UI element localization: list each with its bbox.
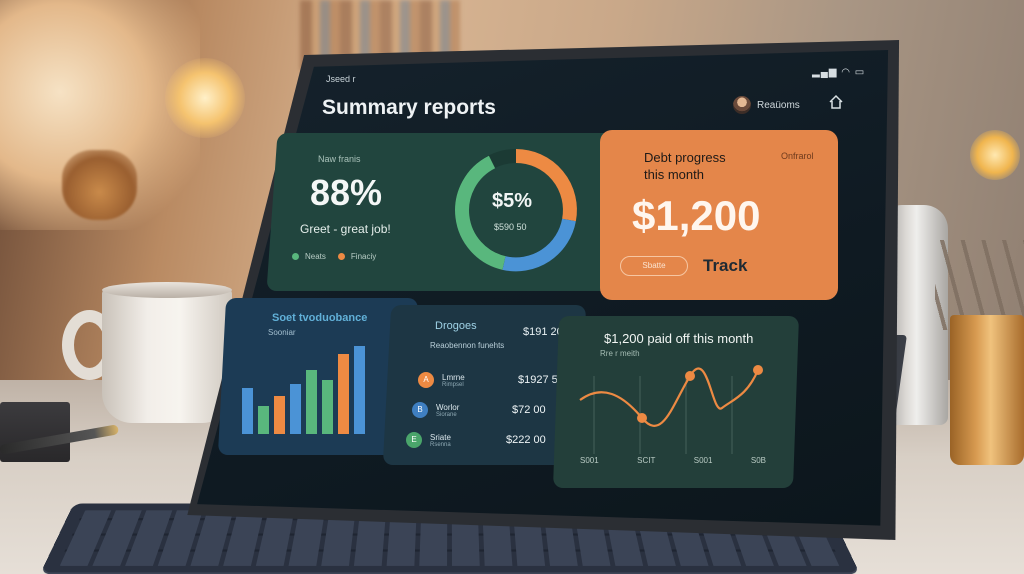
pencil-cup — [950, 315, 1024, 465]
coffee-mug — [62, 282, 232, 428]
lamp-light-right — [970, 130, 1020, 180]
mug-body — [102, 288, 232, 423]
lamp-light — [165, 58, 245, 138]
plant-pot — [62, 150, 137, 220]
mug-rim — [102, 282, 232, 298]
